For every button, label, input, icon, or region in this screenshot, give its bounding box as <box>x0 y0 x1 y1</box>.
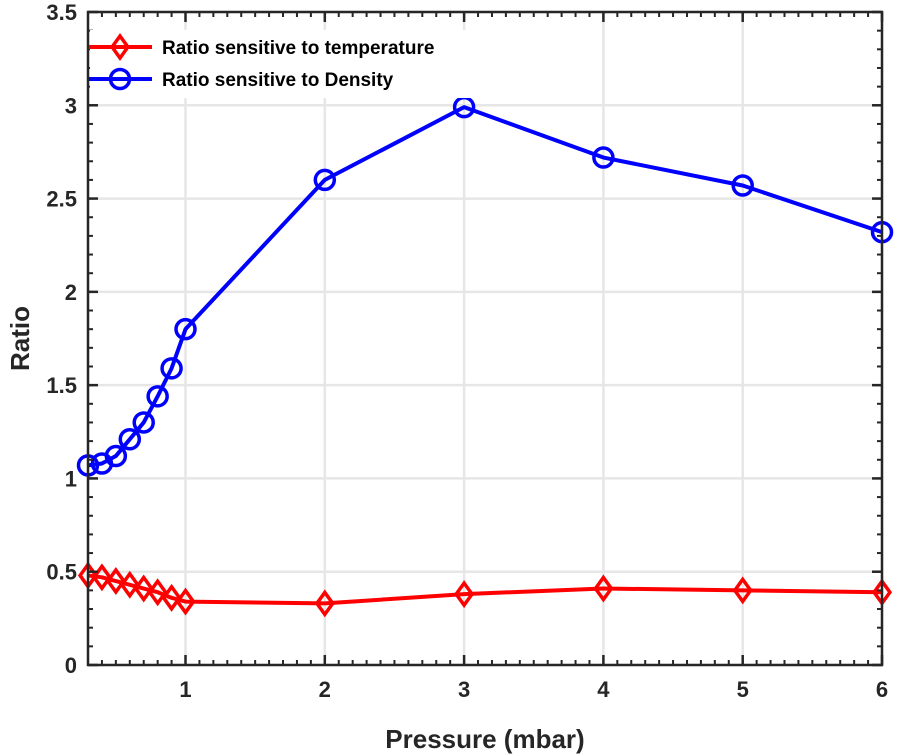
x-axis-title: Pressure (mbar) <box>385 724 584 754</box>
data-point <box>146 385 169 408</box>
data-point <box>313 168 337 192</box>
data-point <box>593 574 614 603</box>
x-tick-label: 5 <box>737 677 749 702</box>
data-point <box>105 567 126 596</box>
y-tick-label: 3 <box>65 93 77 118</box>
data-point <box>454 580 475 609</box>
data-point <box>119 570 140 599</box>
legend-entry: Ratio sensitive to Density <box>89 67 394 91</box>
y-tick-label: 2.5 <box>46 187 77 212</box>
legend-label: Ratio sensitive to temperature <box>162 38 434 59</box>
data-point <box>104 444 128 468</box>
axis-ticks <box>87 10 884 667</box>
series-layer <box>76 95 894 618</box>
x-tick-label: 3 <box>458 677 470 702</box>
y-tick-label: 1 <box>65 466 77 491</box>
tick-labels: 1 2 3 4 5 6 0 0.5 1 1.5 2 2.5 3 3.5 <box>46 0 888 702</box>
x-tick-label: 2 <box>319 677 331 702</box>
series-line <box>87 573 883 606</box>
data-point <box>160 357 183 380</box>
legend-background <box>90 30 540 98</box>
data-point <box>314 589 335 618</box>
data-point <box>174 317 197 341</box>
series-line <box>87 105 883 468</box>
data-point <box>161 583 182 612</box>
legend-marker <box>109 33 131 61</box>
data-point <box>731 174 754 197</box>
y-tick-label: 2 <box>65 280 77 305</box>
data-point <box>732 576 753 605</box>
y-tick-label: 1.5 <box>46 373 77 398</box>
data-point <box>132 411 155 434</box>
x-tick-label: 4 <box>597 677 610 702</box>
legend-marker <box>108 67 132 91</box>
y-axis-title: Ratio <box>5 306 35 371</box>
x-tick-label: 1 <box>179 677 191 702</box>
legend-label: Ratio sensitive to Density <box>162 70 394 91</box>
y-tick-label: 0.5 <box>46 560 77 585</box>
legend-entry: Ratio sensitive to temperature <box>89 33 434 61</box>
x-tick-label: 6 <box>876 677 888 702</box>
data-point <box>133 574 154 603</box>
legend-entries: Ratio sensitive to temperature Ratio sens… <box>89 33 434 91</box>
data-point <box>175 587 196 616</box>
y-tick-label: 3.5 <box>46 0 77 25</box>
data-point <box>91 563 113 592</box>
plot-frame <box>86 10 884 667</box>
data-point <box>118 427 142 451</box>
data-point <box>147 578 168 607</box>
y-tick-label: 0 <box>65 653 77 678</box>
data-point <box>592 146 615 169</box>
legend: Ratio sensitive to temperature Ratio sens… <box>89 30 540 98</box>
